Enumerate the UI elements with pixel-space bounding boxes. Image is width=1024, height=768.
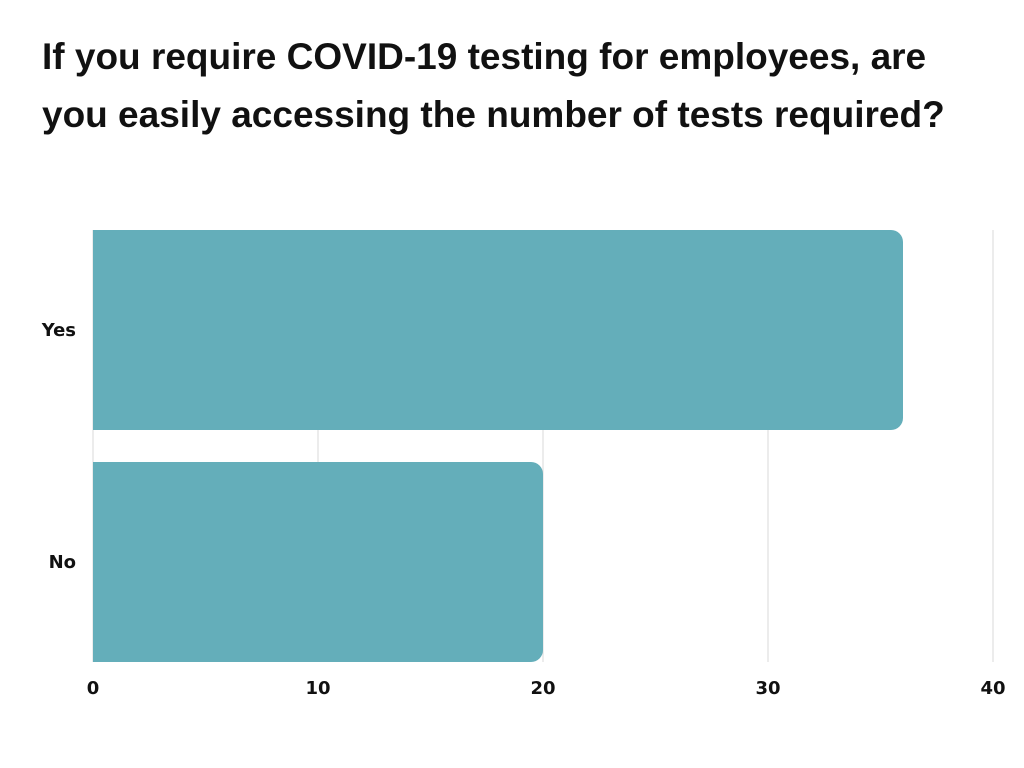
x-tick-label: 20 [530,678,555,699]
y-axis-labels: Yes No [41,320,76,573]
chart-title: If you require COVID-19 testing for empl… [42,36,945,135]
category-label-yes: Yes [41,320,76,341]
category-label-no: No [49,552,76,573]
x-tick-label: 30 [755,678,780,699]
x-tick-label: 40 [980,678,1005,699]
bar-no [93,462,543,662]
x-tick-label: 10 [305,678,330,699]
bar-yes [93,230,903,430]
bars [93,230,903,662]
x-tick-label: 0 [87,678,100,699]
x-axis-ticks: 0 10 20 30 40 [87,678,1006,699]
